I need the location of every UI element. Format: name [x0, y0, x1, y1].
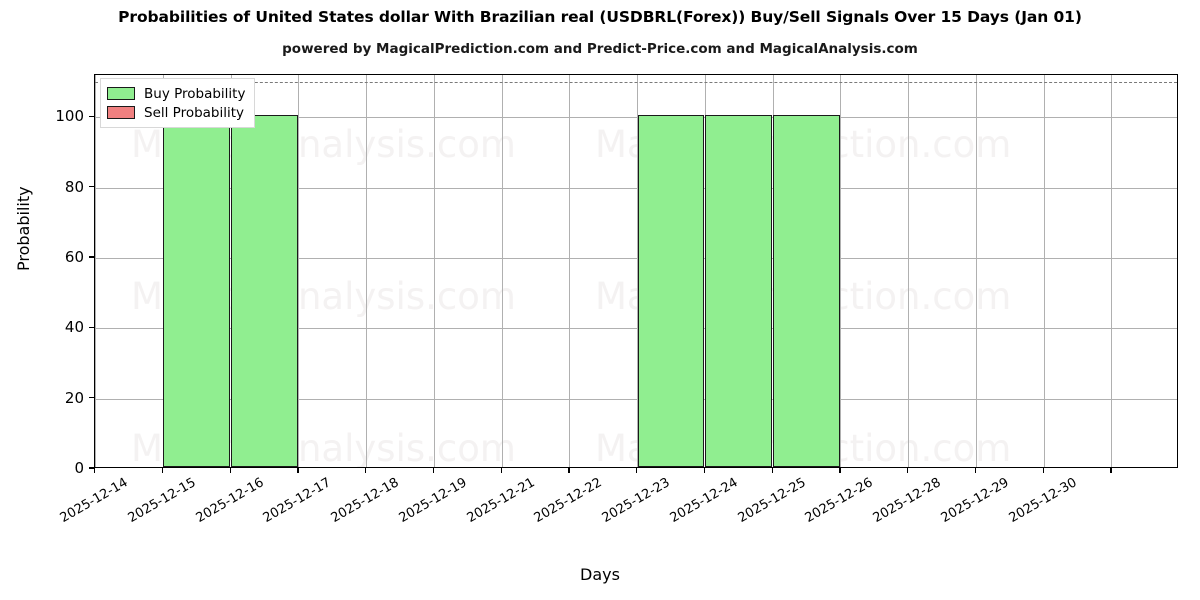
gridline-vertical	[230, 75, 232, 467]
x-tick-label: 2025-12-14	[57, 475, 131, 526]
y-tick-mark	[89, 326, 94, 328]
threshold-line	[95, 82, 1177, 84]
bar-buy-2025-12-15	[163, 115, 230, 467]
legend-swatch-buy	[107, 87, 135, 100]
x-tick-mark	[1110, 468, 1112, 473]
y-tick-mark	[89, 256, 94, 258]
x-tick-mark	[500, 468, 502, 473]
x-axis-title: Days	[580, 565, 620, 584]
page-title: Probabilities of United States dollar Wi…	[118, 8, 1082, 26]
y-tick-mark	[89, 115, 94, 117]
x-tick-label: 2025-12-18	[328, 475, 402, 526]
x-tick-label: 2025-12-24	[667, 475, 741, 526]
x-tick-mark	[1042, 468, 1044, 473]
x-tick-label: 2025-12-29	[938, 475, 1012, 526]
gridline-vertical	[908, 75, 909, 467]
gridline-vertical	[975, 75, 977, 467]
x-tick-label: 2025-12-21	[464, 475, 538, 526]
gridline-horizontal	[95, 117, 1177, 119]
x-tick-mark	[161, 468, 164, 473]
gridline-vertical	[704, 75, 706, 467]
legend-item-buy[interactable]: Buy Probability	[107, 84, 245, 103]
x-tick-mark	[771, 468, 773, 473]
bar-buy-2025-12-24	[705, 115, 772, 467]
gridline-vertical	[433, 75, 435, 467]
x-tick-label: 2025-12-22	[531, 475, 605, 526]
plot-area: MagicalAnalysis.comMagicalPrediction.com…	[94, 74, 1178, 468]
y-tick-label: 60	[64, 247, 84, 266]
y-tick-label: 40	[64, 318, 84, 337]
x-tick-mark	[94, 468, 96, 473]
x-tick-label: 2025-12-19	[396, 475, 470, 526]
x-tick-label: 2025-12-30	[1006, 475, 1080, 526]
gridline-vertical	[840, 75, 842, 467]
gridline-vertical	[366, 75, 367, 467]
gridline-vertical	[1111, 75, 1113, 467]
gridline-horizontal	[95, 187, 1177, 189]
x-tick-mark	[907, 468, 909, 473]
gridline-vertical	[637, 75, 638, 467]
y-tick-label: 80	[64, 177, 84, 196]
x-tick-label: 2025-12-23	[599, 475, 673, 526]
gridline-vertical	[162, 75, 164, 467]
x-tick-mark	[974, 468, 977, 473]
x-tick-mark	[297, 468, 299, 473]
x-tick-label: 2025-12-26	[802, 475, 876, 526]
x-tick-label: 2025-12-16	[193, 475, 267, 526]
gridline-horizontal	[95, 257, 1177, 259]
chart-subtitle: powered by MagicalPrediction.com and Pre…	[282, 41, 918, 57]
x-tick-label: 2025-12-25	[735, 475, 809, 526]
bar-buy-2025-12-16	[231, 115, 298, 467]
gridline-vertical	[501, 75, 503, 467]
x-tick-mark	[365, 468, 367, 473]
gridline-vertical	[1043, 75, 1045, 467]
y-tick-label: 100	[55, 107, 84, 126]
gridline-vertical	[95, 75, 96, 467]
x-tick-mark	[636, 468, 638, 473]
y-tick-label: 20	[64, 388, 84, 407]
x-tick-mark	[432, 468, 435, 473]
legend-label-buy: Buy Probability	[144, 85, 246, 102]
y-tick-label: 0	[74, 459, 84, 477]
x-tick-label: 2025-12-17	[260, 475, 334, 526]
x-tick-label: 2025-12-15	[125, 475, 199, 526]
y-axis-title: Probability	[14, 186, 33, 271]
x-tick-mark	[229, 468, 231, 473]
x-tick-mark	[568, 468, 570, 473]
gridline-vertical	[298, 75, 300, 467]
legend-label-sell: Sell Probability	[144, 104, 245, 121]
gridline-horizontal	[95, 398, 1177, 400]
legend-item-sell[interactable]: Sell Probability	[107, 103, 245, 122]
gridline-vertical	[772, 75, 774, 467]
chart-legend: Buy Probability Sell Probability	[100, 78, 256, 128]
gridline-vertical	[569, 75, 571, 467]
y-tick-mark	[89, 185, 94, 188]
y-tick-mark	[89, 396, 94, 399]
x-tick-label: 2025-12-28	[870, 475, 944, 526]
x-tick-mark	[839, 468, 841, 473]
bar-buy-2025-12-25	[773, 115, 840, 467]
legend-swatch-sell	[107, 106, 135, 119]
x-tick-mark	[703, 468, 706, 473]
y-tick-mark	[89, 467, 94, 469]
bar-buy-2025-12-23	[637, 115, 705, 467]
gridline-horizontal	[95, 328, 1177, 330]
